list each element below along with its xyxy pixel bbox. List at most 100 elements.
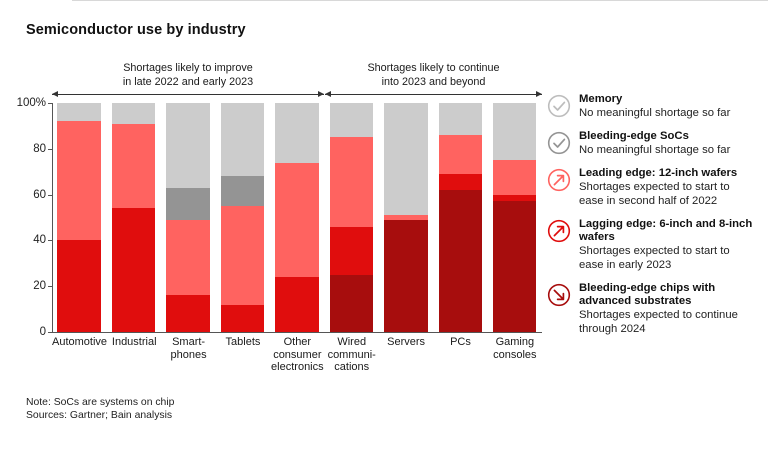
legend-item-description: Shortages expected to start to ease in e…: [579, 245, 730, 271]
bar-segment[interactable]: [166, 187, 210, 220]
bar-segment[interactable]: [111, 208, 156, 332]
bar-segment[interactable]: [220, 206, 265, 305]
bar-segment[interactable]: [438, 135, 483, 175]
stacked-bar[interactable]: [166, 103, 210, 332]
bar-segment[interactable]: [492, 160, 537, 195]
y-tick-mark: [48, 194, 52, 196]
bar-column[interactable]: [106, 103, 160, 332]
bar-segment[interactable]: [329, 137, 374, 227]
chart-legend: Memory No meaningful shortage so far Bleed…: [547, 93, 757, 346]
footer-notes: Note: SoCs are systems on chip Sources: …: [26, 396, 174, 422]
bar-segment[interactable]: [166, 219, 210, 296]
legend-item[interactable]: Bleeding-edge chips with advanced substr…: [547, 282, 757, 337]
circle-arrow-up-right-icon: [547, 219, 571, 243]
bar-segment[interactable]: [384, 103, 428, 216]
bar-segment[interactable]: [166, 295, 210, 332]
bar-segment[interactable]: [275, 103, 319, 163]
y-tick-label: 100%: [16, 97, 46, 109]
bar-column[interactable]: [215, 103, 269, 332]
y-tick-label: 60: [33, 188, 46, 201]
bar-segment[interactable]: [220, 103, 265, 177]
y-tick-mark: [48, 148, 52, 150]
footer-sources: Sources: Gartner; Bain analysis: [26, 410, 173, 421]
bar-segment[interactable]: [111, 123, 156, 209]
legend-item-body: Bleeding-edge chips with advanced substr…: [579, 282, 757, 337]
legend-item-body: Lagging edge: 6-inch and 8-inch wafers Sh…: [579, 218, 757, 273]
legend-item-description: Shortages expected to continue through 2…: [579, 309, 738, 335]
legend-item-description: No meaningful shortage so far: [579, 107, 731, 120]
x-axis-label: Other consumer electronics: [271, 336, 324, 374]
bar-segment[interactable]: [438, 174, 483, 191]
bar-segment[interactable]: [438, 103, 483, 136]
bar-segment[interactable]: [492, 201, 537, 332]
circle-arrow-up-right-icon: [547, 168, 571, 192]
y-tick-label: 20: [33, 280, 46, 293]
x-axis-label: Automotive: [52, 336, 108, 348]
bracket-right-arrow: [325, 90, 542, 99]
stacked-bar[interactable]: [57, 103, 101, 332]
stacked-bar-chart: 0 20 40 60 80 100%: [17, 97, 542, 338]
bar-segment[interactable]: [57, 103, 101, 122]
legend-item[interactable]: Leading edge: 12-inch wafers Shortages ex…: [547, 167, 757, 209]
legend-item-body: Leading edge: 12-inch wafers Shortages ex…: [579, 167, 757, 209]
y-axis: [52, 103, 53, 332]
bar-segment[interactable]: [384, 219, 428, 332]
bar-column[interactable]: [379, 103, 433, 332]
bar-column[interactable]: [161, 103, 215, 332]
legend-item[interactable]: Memory No meaningful shortage so far: [547, 93, 757, 121]
y-tick-mark: [48, 103, 52, 104]
stacked-bar[interactable]: [384, 103, 428, 332]
stacked-bar[interactable]: [438, 103, 483, 332]
bar-segment[interactable]: [329, 226, 374, 275]
x-axis-labels: Automotive Industrial Smart-phones Tablets O…: [52, 336, 542, 374]
footer-note: Note: SoCs are systems on chip: [26, 397, 175, 408]
legend-item-body: Memory No meaningful shortage so far: [579, 93, 757, 121]
y-tick-label: 0: [39, 326, 46, 338]
bar-segment[interactable]: [492, 103, 537, 161]
bracket-right-line1: Shortages likely to continue: [367, 62, 500, 74]
x-axis-label: PCs: [450, 336, 471, 348]
x-axis-label: Gaming consoles: [493, 336, 537, 361]
stacked-bar[interactable]: [492, 103, 537, 332]
bar-column[interactable]: [433, 103, 487, 332]
circle-check-icon: [547, 94, 571, 118]
bar-segment[interactable]: [111, 103, 156, 124]
x-axis-label: Tablets: [225, 336, 261, 348]
legend-item[interactable]: Bleeding-edge SoCs No meaningful shortage…: [547, 130, 757, 158]
bar-segment[interactable]: [384, 215, 428, 220]
stacked-bar[interactable]: [111, 103, 156, 332]
bracket-left-line1: Shortages likely to improve: [123, 62, 253, 74]
page-title: Semiconductor use by industry: [26, 22, 246, 38]
bar-group: [52, 103, 542, 332]
legend-item[interactable]: Lagging edge: 6-inch and 8-inch wafers Sh…: [547, 218, 757, 273]
bar-segment[interactable]: [329, 103, 374, 138]
y-tick-mark: [48, 332, 52, 333]
bar-segment[interactable]: [57, 121, 101, 241]
legend-item-title: Lagging edge: 6-inch and 8-inch wafers: [579, 217, 753, 243]
bar-segment[interactable]: [57, 240, 101, 332]
bar-column[interactable]: [270, 103, 324, 332]
stacked-bar[interactable]: [329, 103, 374, 332]
bar-segment[interactable]: [438, 190, 483, 332]
bar-segment[interactable]: [220, 304, 265, 332]
legend-item-title: Bleeding-edge SoCs: [579, 130, 689, 142]
y-tick-mark: [48, 240, 52, 242]
y-tick-label: 80: [33, 142, 46, 155]
x-axis-label: Servers: [387, 336, 426, 348]
y-tick-mark: [48, 286, 52, 288]
x-axis: [52, 332, 542, 333]
bar-segment[interactable]: [166, 103, 210, 188]
legend-item-title: Memory: [579, 93, 623, 105]
bar-segment[interactable]: [492, 194, 537, 202]
bar-segment[interactable]: [275, 277, 319, 332]
bar-column[interactable]: [52, 103, 106, 332]
stacked-bar[interactable]: [220, 103, 265, 332]
bar-column[interactable]: [488, 103, 542, 332]
bar-segment[interactable]: [275, 162, 319, 278]
legend-item-description: No meaningful shortage so far: [579, 144, 731, 157]
bar-segment[interactable]: [329, 274, 374, 332]
bar-column[interactable]: [324, 103, 378, 332]
bar-segment[interactable]: [220, 176, 265, 207]
stacked-bar[interactable]: [275, 103, 319, 332]
bracket-right-line2: into 2023 and beyond: [381, 76, 486, 88]
